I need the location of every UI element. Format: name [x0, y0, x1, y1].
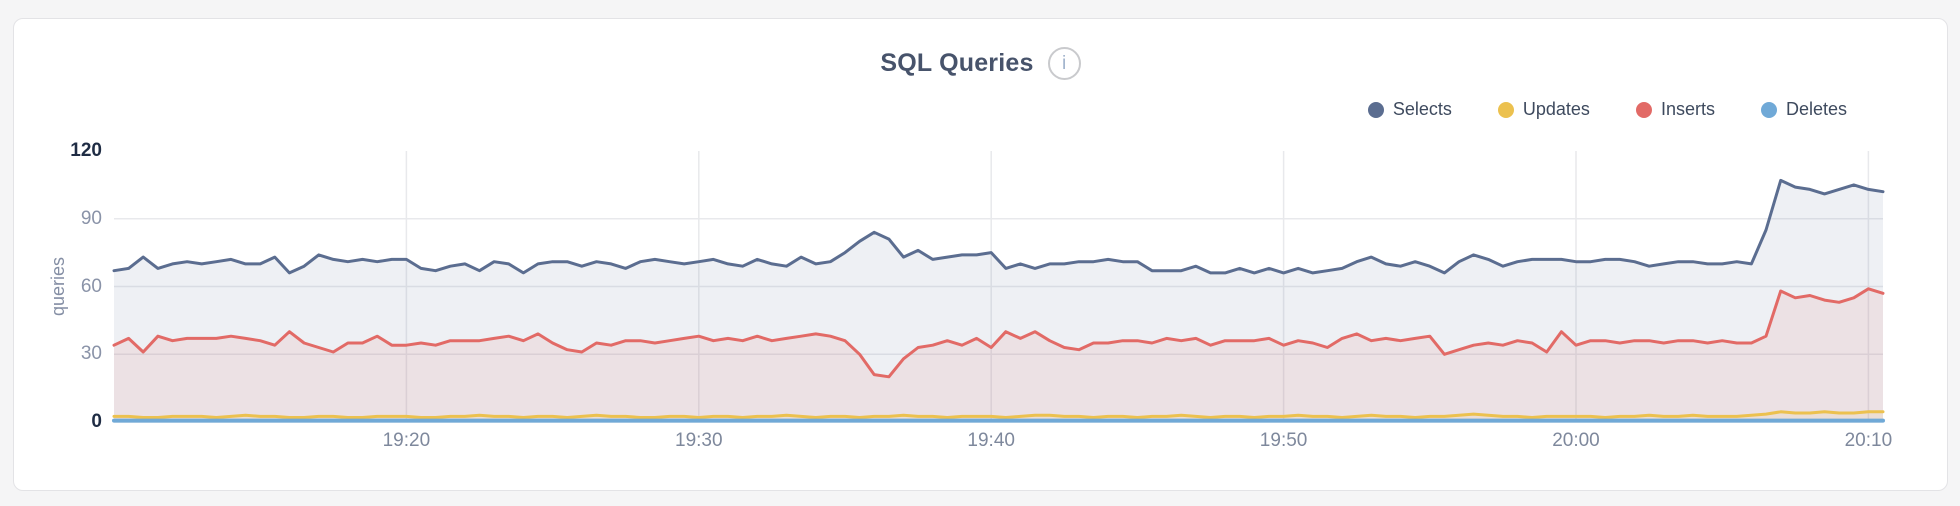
x-tick-label-19:30: 19:30: [675, 430, 723, 451]
legend-dot-updates: [1497, 101, 1514, 118]
x-axis-ticks: 19:20 19:30 19:40 19:50 20:00 20:10: [14, 430, 1947, 456]
plot-area: [112, 151, 1885, 423]
legend-dot-inserts: [1635, 101, 1652, 118]
x-tick-label-20:10: 20:10: [1844, 430, 1893, 451]
chart-panel: SQL Queries i Selects Updates Inserts Delet…: [13, 18, 1948, 491]
info-icon[interactable]: i: [1047, 47, 1081, 80]
x-tick-label-20:00: 20:00: [1552, 430, 1600, 451]
y-tick-label-60: 60: [80, 275, 102, 297]
series-area-selects: [114, 180, 1883, 422]
y-tick-label-0: 0: [91, 411, 102, 432]
legend-item-inserts[interactable]: Inserts: [1635, 99, 1715, 120]
y-tick-label-120: 120: [70, 140, 102, 161]
series-line-selects: [112, 178, 1885, 275]
title-row: SQL Queries i: [14, 47, 1947, 80]
chart-svg: [112, 151, 1885, 423]
legend-label: Inserts: [1660, 99, 1715, 119]
legend-item-updates[interactable]: Updates: [1497, 99, 1590, 120]
legend-label: Selects: [1392, 99, 1452, 119]
legend-dot-selects: [1367, 101, 1384, 118]
legend: Selects Updates Inserts Deletes: [1367, 99, 1847, 120]
legend-item-deletes[interactable]: Deletes: [1760, 99, 1847, 120]
legend-label: Updates: [1522, 99, 1590, 119]
y-axis-label: queries: [48, 256, 68, 317]
y-tick-label-30: 30: [80, 343, 102, 365]
legend-item-selects[interactable]: Selects: [1367, 99, 1452, 120]
x-tick-label-19:50: 19:50: [1259, 430, 1308, 451]
series-area-inserts: [114, 288, 1883, 422]
y-tick-label-90: 90: [80, 207, 102, 229]
chart-title: SQL Queries: [880, 49, 1034, 77]
y-axis-ticks: 0 30 60 90 120: [14, 19, 102, 490]
legend-dot-deletes: [1760, 101, 1777, 118]
series-line-inserts: [112, 287, 1885, 379]
x-tick-label-19:40: 19:40: [967, 430, 1015, 451]
legend-label: Deletes: [1785, 99, 1847, 119]
series-line-updates: [112, 410, 1885, 419]
x-tick-label-19:20: 19:20: [382, 430, 431, 451]
